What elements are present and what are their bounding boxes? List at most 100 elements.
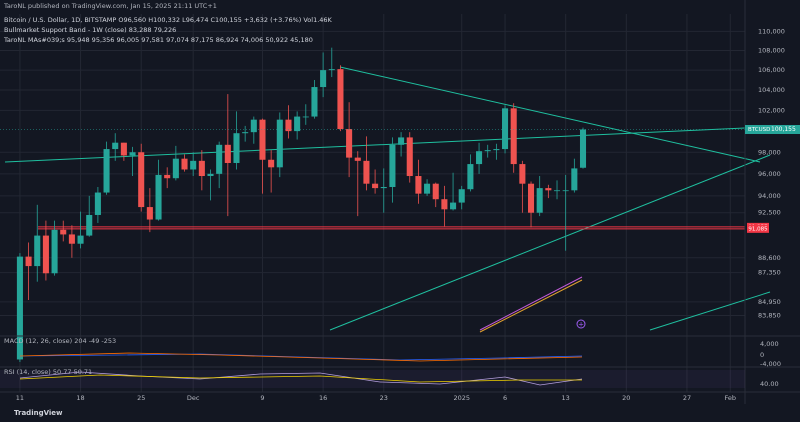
- candle-body: [60, 229, 67, 235]
- y-tick-label: 83,850: [758, 311, 781, 319]
- y-tick-label: 92,500: [758, 209, 781, 217]
- candle-body: [198, 160, 205, 177]
- trend-line: [339, 66, 761, 163]
- add-icon-glyph: +: [578, 321, 584, 329]
- legend-line: TaroNL MAs#039;s 95,948 95,356 96,005 97…: [3, 36, 313, 44]
- candle-body: [276, 119, 283, 168]
- candle-body: [68, 234, 75, 244]
- x-tick-label: Dec: [187, 394, 200, 402]
- candle-body: [16, 256, 23, 360]
- candle-body: [527, 183, 535, 213]
- support-band: [479, 276, 583, 331]
- candle-body: [250, 119, 257, 133]
- rsi-axis-label: 40.00: [760, 380, 779, 388]
- candle-body: [164, 174, 171, 179]
- candle-body: [354, 157, 361, 161]
- y-tick-label: 110,000: [758, 27, 785, 35]
- candle-body: [467, 164, 474, 190]
- candle-body: [519, 164, 526, 184]
- candle-body: [476, 151, 483, 165]
- x-tick-label: 9: [260, 394, 264, 402]
- macd-axis-label: 4,000: [760, 340, 779, 348]
- candle-body: [146, 207, 153, 220]
- candle-body: [224, 144, 231, 163]
- candle-body: [86, 214, 93, 236]
- candle-body: [42, 235, 49, 274]
- y-tick-label: 108,000: [758, 47, 785, 55]
- candle-body: [216, 144, 223, 174]
- macd-axis-label: -4,000: [760, 360, 781, 368]
- candle-body: [233, 133, 240, 163]
- candle-body: [302, 116, 309, 118]
- candle-body: [415, 176, 422, 194]
- trend-line: [649, 291, 771, 331]
- y-tick-label: 104,000: [758, 86, 785, 94]
- candle-body: [242, 132, 249, 134]
- candle-body: [406, 137, 413, 177]
- x-tick-label: 13: [562, 394, 570, 402]
- y-tick-label: 102,000: [758, 106, 785, 114]
- y-tick-label: 84,950: [758, 298, 781, 306]
- last-price-symbol: BTCUSD: [748, 127, 770, 133]
- x-tick-label: 16: [319, 394, 327, 402]
- candle-body: [398, 137, 405, 145]
- support-band: [479, 279, 583, 333]
- candle-body: [129, 152, 136, 156]
- x-tick-label: 25: [137, 394, 145, 402]
- candle-body: [458, 189, 465, 203]
- candle-body: [510, 108, 517, 165]
- rsi-ma: [19, 374, 582, 383]
- candle-body: [320, 70, 327, 88]
- candle-body: [380, 187, 387, 189]
- level-tag-label: 91,085: [748, 226, 768, 232]
- candle-body: [155, 174, 162, 220]
- candle-body: [372, 183, 379, 189]
- candle-body: [285, 119, 292, 132]
- y-tick-label: 98,000: [758, 148, 781, 156]
- candle-body: [536, 188, 543, 213]
- brand: TradingView: [14, 409, 63, 417]
- candle-body: [545, 188, 552, 191]
- candle-body: [363, 160, 370, 184]
- candle-body: [389, 144, 396, 188]
- level-tag: [747, 224, 769, 233]
- y-tick-label: 88,600: [758, 254, 781, 262]
- candle-body: [112, 142, 119, 150]
- candle-body: [138, 152, 145, 208]
- candle-body: [441, 199, 448, 210]
- candle-body: [120, 142, 127, 156]
- macd-axis-label: 0: [760, 351, 764, 359]
- legend-line: Bitcoin / U.S. Dollar, 1D, BITSTAMP O96,…: [4, 16, 333, 24]
- candle-body: [311, 87, 318, 117]
- trend-line: [329, 154, 771, 331]
- x-tick-label: 23: [380, 394, 388, 402]
- candle-body: [207, 173, 214, 177]
- candle-body: [172, 158, 179, 179]
- x-tick-label: Feb: [725, 394, 737, 402]
- candle-body: [94, 192, 101, 215]
- rsi-legend: RSI (14, close) 50.77 50.71: [4, 368, 92, 376]
- candle-body: [268, 159, 275, 168]
- candle-body: [337, 69, 344, 130]
- candle-body: [51, 229, 58, 274]
- candle-body: [77, 235, 84, 244]
- candle-body: [294, 116, 301, 132]
- last-price-label: 100,155: [771, 126, 796, 133]
- candle-body: [424, 183, 431, 194]
- candle-body: [579, 129, 587, 168]
- candle-body: [502, 108, 509, 150]
- candle-body: [432, 183, 439, 200]
- y-tick-label: 94,000: [758, 192, 781, 200]
- y-tick-label: 87,350: [758, 269, 781, 277]
- candle-body: [181, 158, 188, 170]
- candle-body: [328, 69, 335, 71]
- candle-body: [571, 168, 578, 191]
- add-icon[interactable]: [576, 319, 586, 329]
- trend-line: [4, 127, 746, 163]
- x-tick-label: 27: [683, 394, 691, 402]
- candle-body: [562, 190, 569, 192]
- macd-signal: [19, 352, 583, 362]
- y-tick-label: 96,000: [758, 170, 781, 178]
